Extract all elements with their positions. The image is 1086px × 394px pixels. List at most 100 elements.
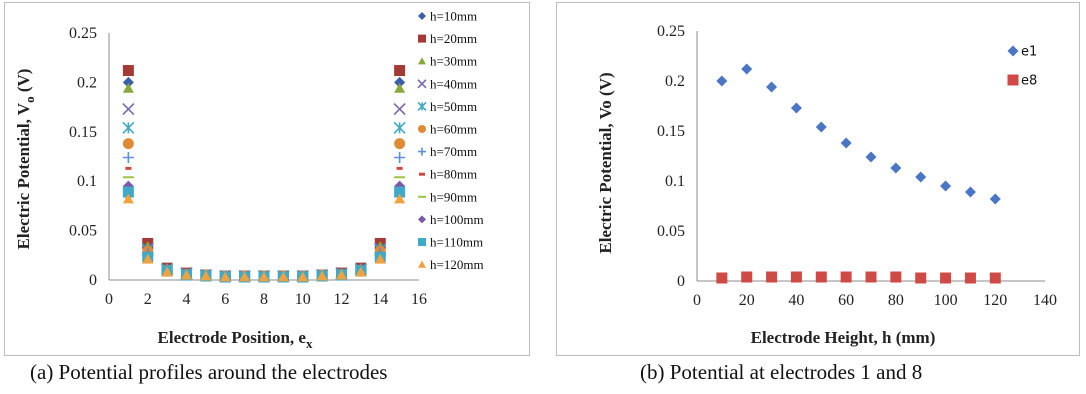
data-point: [394, 82, 406, 93]
data-point: [394, 138, 406, 150]
data-point: [815, 121, 827, 133]
tick-labels-b: 0 20 40 60 80 100 120 140 0 0.05 0.1 0.15 0.2 0.25: [657, 23, 1057, 309]
legend-marker: [418, 147, 426, 156]
legend-marker: [1007, 74, 1019, 86]
legend-label: h=80mm: [430, 167, 477, 182]
data-point: [790, 271, 802, 283]
x-tick-label: 140: [1033, 292, 1057, 309]
legend-marker: [1007, 45, 1019, 57]
data-point: [122, 65, 134, 77]
data-point: [396, 166, 403, 170]
legend-label: h=110mm: [430, 235, 483, 250]
data-point: [122, 186, 134, 198]
data-point: [122, 138, 134, 150]
x-tick-label: 20: [739, 292, 755, 309]
tick-labels-a: 0 2 4 6 8 10 12 14 16 0 0.05 0.1 0.15 0.2 0.25: [69, 25, 427, 308]
data-point: [766, 271, 778, 283]
data-point: [393, 103, 406, 116]
legend-label: h=60mm: [430, 122, 477, 137]
legend-marker: [418, 195, 426, 198]
data-point: [394, 151, 406, 163]
legend-b: e1 e8: [1007, 45, 1037, 89]
legend-label: h=90mm: [430, 189, 477, 204]
data-point: [393, 121, 406, 134]
legend-marker: [419, 172, 425, 176]
chart-panel-a: 0 2 4 6 8 10 12 14 16 0 0.05 0.1 0.15 0.2 0.25 h=10mm h…: [4, 2, 530, 356]
data-point: [277, 271, 289, 282]
data-point: [790, 102, 802, 114]
data-point: [161, 266, 173, 277]
legend-marker: [418, 238, 426, 246]
legend-marker: [417, 101, 427, 111]
data-point: [741, 271, 753, 283]
x-tick-label: 80: [888, 292, 904, 309]
legend-marker: [418, 125, 426, 133]
data-marks-b: [716, 63, 1001, 284]
data-point: [890, 271, 902, 283]
x-tick-label: 0: [105, 291, 113, 308]
axes-a: [108, 33, 419, 281]
data-point: [316, 270, 328, 281]
y-axis-label-a: Electric Potential, Vo (V): [14, 69, 37, 250]
data-point: [181, 269, 192, 280]
x-tick-label: 6: [221, 291, 229, 308]
legend-marker: [418, 34, 426, 43]
legend-label: h=20mm: [430, 31, 477, 46]
data-point: [258, 271, 270, 282]
y-tick-label: 0.25: [657, 23, 685, 40]
x-tick-label: 120: [983, 292, 1007, 309]
x-tick-label: 16: [411, 291, 427, 308]
data-point: [915, 171, 927, 183]
data-point: [142, 253, 154, 264]
data-point: [865, 151, 877, 163]
y-tick-label: 0.15: [657, 123, 685, 140]
data-point: [122, 82, 134, 93]
data-point: [122, 103, 135, 116]
x-axis-label-a: Electrode Position, ex: [158, 328, 313, 351]
electrode-height-chart: 0 20 40 60 80 100 120 140 0 0.05 0.1 0.15 0.2 0.25 e1…: [596, 23, 1057, 347]
x-tick-label: 2: [144, 291, 152, 308]
data-point: [865, 271, 877, 283]
y-tick-label: 0.2: [77, 74, 97, 91]
data-point: [716, 75, 728, 87]
data-marks-a: [122, 65, 406, 283]
legend-label: h=100mm: [430, 212, 484, 227]
data-point: [989, 272, 1001, 284]
y-tick-label: 0.15: [69, 124, 97, 141]
y-tick-label: 0.2: [665, 73, 685, 90]
data-point: [122, 193, 134, 204]
legend-label: e1: [1021, 45, 1037, 60]
data-point: [766, 81, 778, 93]
data-point: [964, 272, 976, 284]
y-tick-label: 0.05: [657, 223, 685, 240]
x-tick-label: 14: [372, 291, 388, 308]
x-tick-label: 60: [838, 292, 854, 309]
data-point: [122, 151, 134, 163]
data-point: [815, 271, 827, 283]
data-point: [840, 137, 852, 149]
data-point: [940, 180, 952, 192]
x-tick-label: 0: [693, 292, 701, 309]
chart-panel-b: 0 20 40 60 80 100 120 140 0 0.05 0.1 0.15 0.2 0.25 e1…: [556, 2, 1080, 356]
legend-label: h=120mm: [430, 257, 484, 272]
data-point: [219, 271, 231, 282]
data-point: [355, 266, 367, 277]
legend-marker: [417, 79, 427, 89]
legend-label: h=50mm: [430, 99, 477, 114]
y-tick-label: 0.25: [69, 25, 97, 42]
x-tick-label: 40: [788, 292, 804, 309]
data-point: [394, 65, 406, 77]
caption-b: (b) Potential at electrodes 1 and 8: [640, 360, 923, 384]
legend-label: h=10mm: [430, 9, 477, 24]
data-point: [394, 76, 406, 88]
data-point: [122, 176, 134, 179]
data-point: [394, 176, 406, 179]
y-tick-label: 0.1: [665, 173, 685, 190]
data-point: [716, 272, 728, 284]
x-tick-label: 100: [934, 292, 958, 309]
data-point: [989, 193, 1001, 205]
x-tick-label: 4: [183, 291, 191, 308]
x-tick-label: 8: [260, 291, 268, 308]
data-point: [394, 193, 406, 204]
